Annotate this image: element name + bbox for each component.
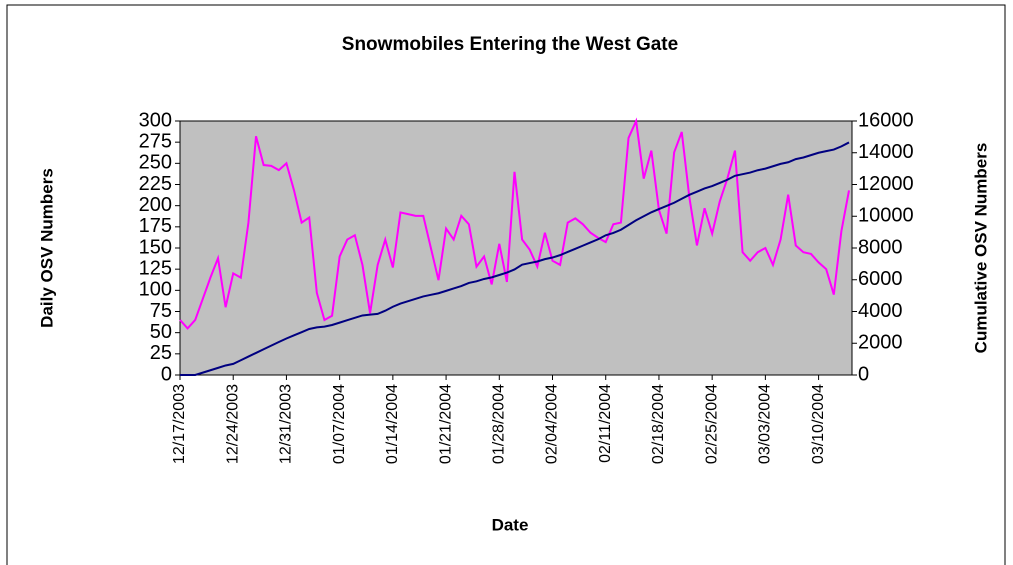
x-tick-label: 12/24/2003 — [224, 384, 241, 464]
y-tick-label: 100 — [139, 279, 172, 301]
y-tick-label: 175 — [139, 215, 172, 237]
y-tick-label: 300 — [139, 109, 172, 131]
y2-tick-label: 8000 — [858, 236, 903, 258]
x-tick-label: 03/03/2004 — [757, 384, 774, 464]
x-tick-label: 03/10/2004 — [810, 384, 827, 464]
x-tick-label: 01/14/2004 — [384, 384, 401, 464]
x-tick-label: 02/04/2004 — [544, 384, 561, 464]
y2-tick-label: 6000 — [858, 268, 903, 290]
y2-tick-label: 16000 — [858, 109, 914, 131]
y-tick-label: 0 — [161, 363, 172, 385]
series-line — [179, 117, 850, 330]
y-tick-label: 25 — [150, 342, 172, 364]
y-tick-label: 250 — [139, 152, 172, 174]
x-tick-label: 01/07/2004 — [331, 384, 348, 464]
y-tick-label: 75 — [150, 300, 172, 322]
plot-area — [179, 120, 853, 376]
x-axis-title: Date — [492, 515, 529, 534]
x-tick-label: 02/11/2004 — [597, 384, 614, 463]
y2-tick-label: 4000 — [858, 300, 903, 322]
x-tick-label: 12/31/2003 — [278, 384, 295, 464]
y2-tick-label: 0 — [858, 363, 869, 385]
y-tick-label: 275 — [139, 130, 172, 152]
y2-tick-label: 10000 — [858, 205, 914, 227]
y-tick-label: 150 — [139, 236, 172, 258]
x-tick-label: 02/18/2004 — [650, 384, 667, 464]
y2-axis-title: Cumulative OSV Numbers — [971, 143, 990, 354]
y-tick-label: 225 — [139, 173, 172, 195]
x-tick-label: 01/21/2004 — [437, 384, 454, 464]
y-tick-label: 125 — [139, 257, 172, 279]
y-tick-label: 50 — [150, 321, 172, 343]
x-tick-label: 02/25/2004 — [703, 384, 720, 464]
y-tick-label: 200 — [139, 194, 172, 216]
x-tick-label: 12/17/2003 — [171, 384, 188, 464]
y2-tick-label: 12000 — [858, 173, 914, 195]
y-axis-title: Daily OSV Numbers — [37, 168, 56, 328]
y2-tick-label: 2000 — [858, 332, 903, 354]
chart-title: Snowmobiles Entering the West Gate — [342, 34, 678, 55]
y2-tick-label: 14000 — [858, 141, 914, 163]
series-line — [180, 141, 850, 376]
x-tick-label: 01/28/2004 — [491, 384, 508, 464]
